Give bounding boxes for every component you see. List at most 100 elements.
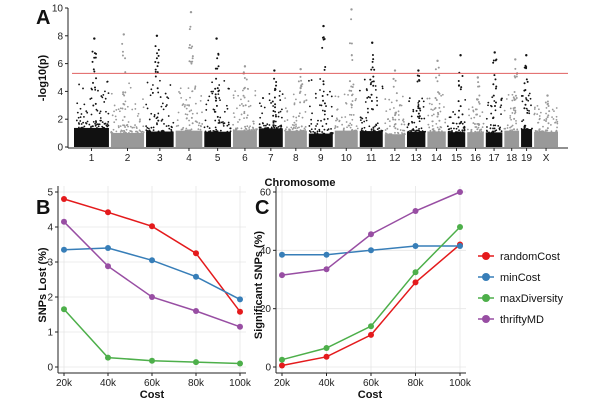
snp-point (223, 79, 226, 82)
snp-point (509, 107, 512, 110)
snp-point (547, 122, 550, 125)
snp-point (440, 94, 443, 97)
snp-point (513, 128, 516, 131)
snp-point (459, 131, 461, 134)
snp-point (160, 120, 163, 122)
snp-point (515, 122, 517, 125)
snp-point (272, 109, 275, 112)
snp-point (322, 83, 325, 86)
snps-lost-x-tick-label: 40k (100, 378, 117, 389)
snp-point (493, 100, 496, 102)
snp-point (279, 90, 281, 93)
snps-lost-point-maxDiversity (105, 354, 111, 361)
snp-point (217, 93, 220, 95)
snp-point (418, 120, 421, 123)
snp-point (470, 130, 473, 133)
snp-point (298, 126, 300, 129)
significant-snps-chart: 0 20 40 60 20k 40k 60k 80k 100k Cost Significant… (253, 186, 472, 400)
snp-point (526, 111, 529, 114)
snp-point (188, 44, 191, 47)
snp-point (137, 112, 140, 115)
snp-point (427, 114, 430, 117)
snp-point (128, 82, 131, 85)
snp-point (411, 120, 413, 123)
snp-point (415, 129, 418, 132)
snp-point (437, 130, 440, 133)
snp-point (275, 80, 278, 83)
significant-snps-point-maxDiversity (279, 356, 285, 363)
snp-point (342, 129, 345, 132)
snp-point (267, 127, 270, 129)
snp-point (523, 126, 526, 128)
snp-point (77, 126, 80, 129)
snp-point (386, 127, 389, 130)
snp-point (352, 83, 355, 86)
snp-point (318, 128, 321, 131)
snp-point (397, 110, 400, 113)
snp-point (385, 110, 388, 113)
snp-point (190, 62, 193, 65)
snp-point (326, 129, 329, 132)
snp-point (275, 126, 278, 129)
snp-point (188, 129, 190, 131)
snps-lost-y-tick-label: 3 (47, 258, 53, 269)
snp-point (428, 126, 431, 129)
snp-point (533, 108, 536, 110)
snp-point (323, 128, 326, 131)
snp-point (210, 90, 213, 93)
top-snp-point (215, 37, 218, 40)
snp-point (395, 111, 398, 114)
snps-lost-point-thriftyMD (193, 308, 199, 314)
snp-point (477, 131, 480, 134)
snp-point (472, 110, 475, 113)
snp-point (545, 120, 548, 123)
snp-point (366, 97, 369, 99)
snp-point (129, 125, 132, 128)
snp-point (123, 129, 126, 132)
snp-point (277, 125, 280, 128)
snp-point (355, 98, 357, 100)
snp-point (156, 52, 159, 55)
snp-point (105, 110, 107, 113)
snp-point (396, 131, 399, 134)
snp-point (124, 100, 127, 103)
snp-point (524, 88, 527, 91)
snp-point (374, 125, 376, 128)
snp-point (354, 129, 357, 132)
snp-point (381, 87, 384, 90)
snp-point (458, 122, 461, 125)
snp-point (212, 108, 215, 111)
snp-point (542, 125, 544, 128)
snp-point (122, 131, 125, 134)
snp-point (272, 121, 275, 124)
snp-point (538, 128, 541, 131)
manhattan-y-tick-label: 10 (52, 4, 64, 15)
chromosome-14-points (426, 59, 447, 147)
snp-point (216, 87, 219, 90)
snp-point (274, 106, 277, 109)
snp-point (172, 121, 175, 124)
snp-point (438, 102, 441, 105)
snp-point (514, 94, 517, 97)
snp-point (491, 96, 494, 99)
snp-point (448, 116, 451, 119)
snp-point (463, 121, 466, 124)
snp-point (428, 102, 431, 105)
snp-point (94, 86, 96, 89)
snp-point (142, 98, 144, 101)
snp-point (531, 127, 533, 130)
snp-point (91, 60, 94, 63)
snp-point (435, 99, 438, 102)
significant-snps-x-axis-title: Cost (358, 389, 383, 400)
snp-point (280, 124, 283, 127)
snp-point (555, 115, 558, 118)
snp-point (510, 125, 513, 128)
snp-point (217, 122, 220, 124)
snp-point (189, 25, 192, 28)
snp-point (155, 57, 158, 60)
snp-point (252, 122, 255, 125)
manhattan-y-tick-label: 2 (57, 115, 63, 126)
snp-point (80, 126, 83, 129)
chromosome-label-13: 13 (411, 153, 423, 164)
